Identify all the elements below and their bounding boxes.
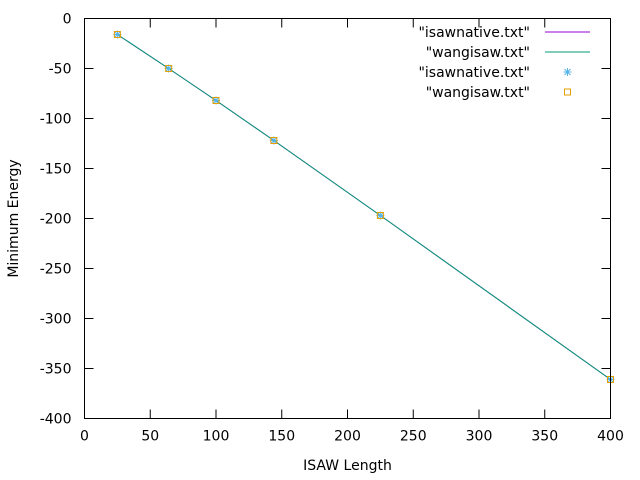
legend: "isawnative.txt" "wangisaw.txt" "isawnativ… — [418, 25, 590, 101]
x-tick-label: 150 — [268, 429, 295, 445]
legend-label: "wangisaw.txt" — [426, 85, 530, 101]
legend-star-sample — [563, 68, 572, 76]
x-tick-label: 100 — [203, 429, 230, 445]
y-tick-label: -150 — [40, 162, 72, 178]
series-point-square — [165, 65, 173, 72]
x-tick-label: 400 — [597, 429, 624, 445]
plot-frame — [84, 18, 611, 419]
legend-label: "wangisaw.txt" — [426, 45, 530, 61]
x-tick-label: 350 — [531, 429, 558, 445]
series-line — [117, 34, 611, 380]
legend-label: "isawnative.txt" — [418, 25, 530, 41]
y-tick-label: -400 — [40, 412, 72, 428]
y-tick-label: -350 — [40, 362, 72, 378]
tick-labels: 0 50 100 150 200 250 300 350 400 0 -50 -100 -150 -200… — [40, 12, 624, 445]
x-tick-label: 300 — [466, 429, 493, 445]
series-point-square — [376, 212, 384, 219]
y-axis-label: Minimum Energy — [6, 159, 22, 277]
x-tick-label: 0 — [80, 429, 89, 445]
plot-series — [113, 30, 615, 384]
x-tick-label: 250 — [400, 429, 427, 445]
y-tick-label: 0 — [63, 12, 72, 28]
x-axis-label: ISAW Length — [303, 458, 392, 474]
ticks — [84, 18, 611, 419]
y-tick-label: -100 — [40, 112, 72, 128]
series-point-square — [113, 31, 121, 38]
y-tick-label: -200 — [40, 212, 72, 228]
x-tick-label: 200 — [334, 429, 361, 445]
legend-square-sample — [564, 88, 571, 96]
series-line — [117, 34, 611, 380]
series-point-square — [212, 97, 220, 104]
legend-label: "isawnative.txt" — [418, 65, 530, 81]
x-tick-label: 50 — [141, 429, 159, 445]
y-tick-label: -300 — [40, 312, 72, 328]
y-tick-label: -50 — [49, 62, 72, 78]
y-tick-label: -250 — [40, 262, 72, 278]
series-point-square — [270, 137, 278, 144]
